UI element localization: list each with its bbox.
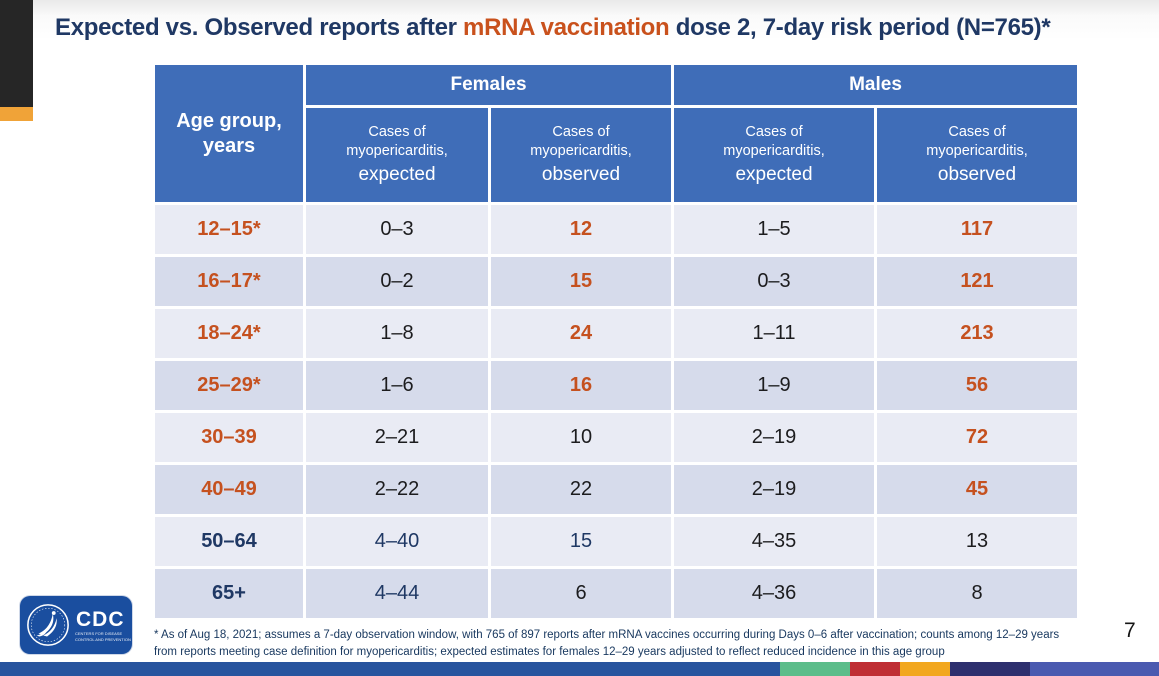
male-expected-value: 4–36 [674, 569, 874, 618]
female-observed-value: 24 [491, 309, 671, 358]
female-observed-value: 15 [491, 257, 671, 306]
subheader-text: myopericarditis, [530, 142, 632, 159]
table-row: 50–64 4–40 15 4–35 13 [155, 517, 1077, 566]
strip-segment-indigo [950, 662, 1030, 676]
female-observed-value: 15 [491, 517, 671, 566]
strip-segment-green [780, 662, 850, 676]
age-group-label: 18–24* [155, 309, 303, 358]
table-row: 25–29* 1–6 16 1–9 56 [155, 361, 1077, 410]
subheader-text: expected [358, 163, 436, 185]
male-observed-value: 13 [877, 517, 1077, 566]
female-expected-value: 2–22 [306, 465, 488, 514]
strip-segment-amber [900, 662, 950, 676]
males-group-header: Males [674, 65, 1077, 105]
age-group-label: 30–39 [155, 413, 303, 462]
title-part1: Expected vs. Observed reports after [55, 14, 464, 41]
table-row: 30–39 2–21 10 2–19 72 [155, 413, 1077, 462]
subheader-text: Cases of [368, 123, 426, 140]
subheader-text: observed [541, 163, 621, 185]
footnote-line1: * As of Aug 18, 2021; assumes a 7-day ob… [154, 629, 1060, 641]
female-observed-value: 10 [491, 413, 671, 462]
male-observed-value: 45 [877, 465, 1077, 514]
age-group-label: 50–64 [155, 517, 303, 566]
expected-vs-observed-table: Age group, years Females Males Cases of … [152, 62, 1080, 621]
bottom-color-strip [0, 662, 1159, 676]
age-group-column-header: Age group, years [155, 65, 303, 202]
table-row: 12–15* 0–3 12 1–5 117 [155, 205, 1077, 254]
female-observed-value: 22 [491, 465, 671, 514]
male-observed-value: 213 [877, 309, 1077, 358]
female-observed-value: 16 [491, 361, 671, 410]
males-observed-header: Cases of myopericarditis, observed [877, 108, 1077, 202]
male-expected-value: 0–3 [674, 257, 874, 306]
male-expected-value: 2–19 [674, 413, 874, 462]
title-highlight: mRNA vaccination [463, 14, 670, 41]
footnote: * As of Aug 18, 2021; assumes a 7-day ob… [154, 627, 1129, 660]
cdc-tagline-1: CENTERS FOR DISEASE [75, 631, 123, 637]
females-group-header: Females [306, 65, 671, 105]
subheader-text: observed [937, 163, 1017, 185]
male-expected-value: 2–19 [674, 465, 874, 514]
female-expected-value: 0–2 [306, 257, 488, 306]
female-expected-value: 2–21 [306, 413, 488, 462]
male-observed-value: 121 [877, 257, 1077, 306]
table-row: 16–17* 0–2 15 0–3 121 [155, 257, 1077, 306]
table-row: 65+ 4–44 6 4–36 8 [155, 569, 1077, 618]
female-observed-value: 12 [491, 205, 671, 254]
female-expected-value: 4–44 [306, 569, 488, 618]
females-observed-header: Cases of myopericarditis, observed [491, 108, 671, 202]
male-expected-value: 1–5 [674, 205, 874, 254]
strip-segment-red [850, 662, 900, 676]
slide-title: Expected vs. Observed reports after mRNA… [55, 14, 1157, 42]
male-observed-value: 8 [877, 569, 1077, 618]
cdc-tagline-2: CONTROL AND PREVENTION [75, 636, 131, 642]
subheader-text: Cases of [552, 123, 610, 140]
subheader-text: myopericarditis, [346, 142, 448, 159]
title-part2: dose 2, 7-day risk period (N=765)* [669, 14, 1051, 41]
subheader-text: Cases of [948, 123, 1006, 140]
cdc-logo: CDC CENTERS FOR DISEASE CONTROL AND PREV… [20, 596, 132, 654]
male-expected-value: 4–35 [674, 517, 874, 566]
strip-segment-slate [1030, 662, 1159, 676]
female-observed-value: 6 [491, 569, 671, 618]
strip-segment-blue [0, 662, 780, 676]
male-observed-value: 56 [877, 361, 1077, 410]
age-group-label: 16–17* [155, 257, 303, 306]
hhs-eagle-icon [27, 604, 69, 646]
male-expected-value: 1–11 [674, 309, 874, 358]
table-row: 18–24* 1–8 24 1–11 213 [155, 309, 1077, 358]
footnote-line2: from reports meeting case definition for… [154, 645, 945, 658]
cdc-wordmark: CDC [76, 608, 125, 632]
female-expected-value: 0–3 [306, 205, 488, 254]
subheader-text: Cases of [745, 123, 803, 140]
table-row: 40–49 2–22 22 2–19 45 [155, 465, 1077, 514]
females-expected-header: Cases of myopericarditis, expected [306, 108, 488, 202]
age-group-label: 12–15* [155, 205, 303, 254]
age-group-label: 40–49 [155, 465, 303, 514]
cdc-logo-text: CDC CENTERS FOR DISEASE CONTROL AND PREV… [75, 608, 131, 641]
males-expected-header: Cases of myopericarditis, expected [674, 108, 874, 202]
age-group-label: 25–29* [155, 361, 303, 410]
subheader-text: myopericarditis, [723, 142, 825, 159]
left-accent-black-bar [0, 0, 33, 107]
page-number: 7 [1124, 619, 1136, 642]
female-expected-value: 1–6 [306, 361, 488, 410]
subheader-text: expected [735, 163, 813, 185]
male-observed-value: 117 [877, 205, 1077, 254]
age-group-label: 65+ [155, 569, 303, 618]
male-observed-value: 72 [877, 413, 1077, 462]
subheader-text: myopericarditis, [926, 142, 1028, 159]
female-expected-value: 1–8 [306, 309, 488, 358]
left-accent-orange-bar [0, 107, 33, 121]
male-expected-value: 1–9 [674, 361, 874, 410]
female-expected-value: 4–40 [306, 517, 488, 566]
